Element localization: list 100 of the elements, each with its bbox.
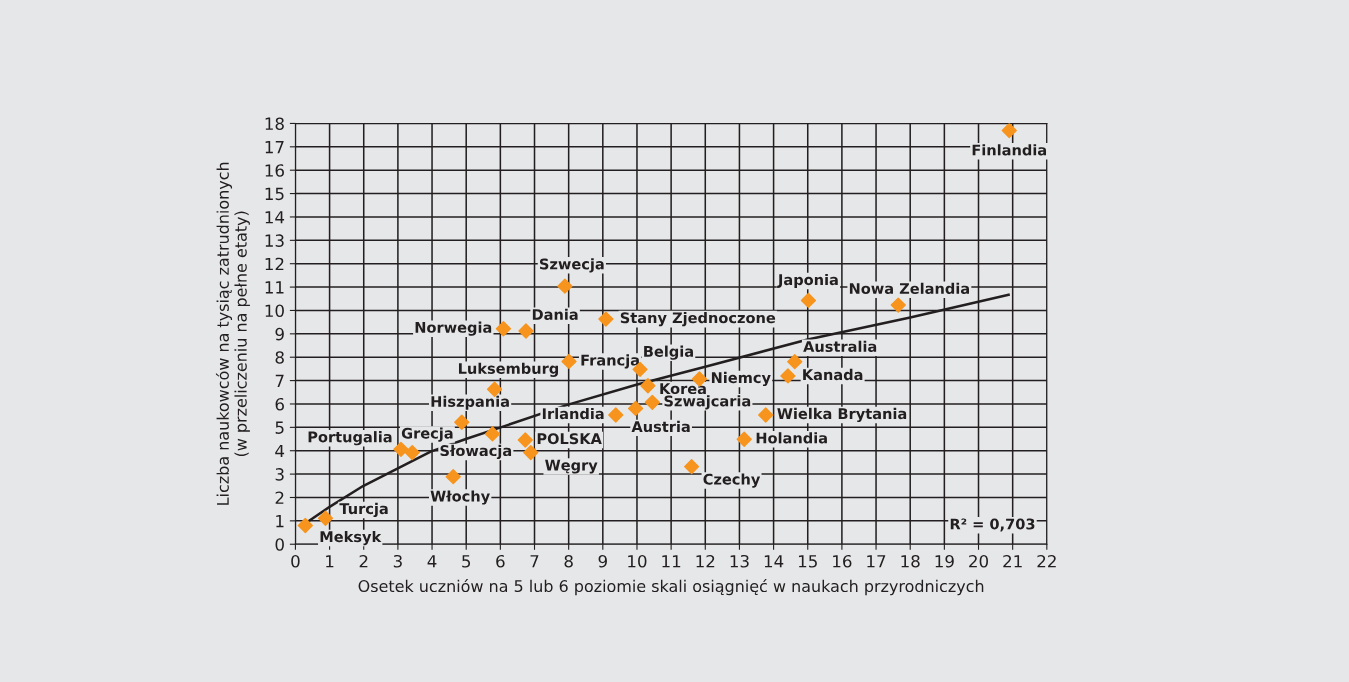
annotation: Turcja bbox=[339, 502, 388, 518]
annotation: Luksemburg bbox=[458, 362, 559, 377]
point bbox=[640, 378, 656, 394]
point bbox=[608, 407, 624, 423]
annotation: Grecja bbox=[401, 427, 453, 442]
y-tick-label: 7 bbox=[275, 374, 284, 387]
annotation: Słowacja bbox=[440, 444, 512, 460]
annotation: Francja bbox=[581, 354, 639, 369]
x-tick-label: 13 bbox=[730, 554, 749, 568]
point bbox=[484, 426, 501, 442]
annotation: Portugalia bbox=[308, 431, 392, 446]
y-tick-label: 1 bbox=[276, 515, 284, 528]
annotation: Włochy bbox=[430, 490, 490, 505]
point bbox=[736, 431, 752, 447]
y-tick-label: 17 bbox=[265, 141, 284, 154]
annotation: Kanada bbox=[803, 368, 863, 381]
annotation: R² = 0,703 bbox=[950, 518, 1035, 532]
y-tick-label: 12 bbox=[265, 257, 284, 271]
y-tick-label: 16 bbox=[265, 164, 284, 177]
y-tick-label: 9 bbox=[275, 327, 284, 341]
annotation: Szwajcaria bbox=[664, 395, 751, 410]
x-tick-label: 21 bbox=[1003, 554, 1022, 568]
annotation: Korea bbox=[660, 383, 706, 395]
y-axis-title: Liczba naukowców na tysiąc zatrudnionych (w przeliczeniu na pełne etaty) bbox=[215, 162, 250, 505]
x-tick-label: 5 bbox=[462, 555, 471, 568]
x-tick-label: 15 bbox=[798, 555, 817, 568]
annotation: Meksyk bbox=[320, 530, 382, 546]
point bbox=[787, 354, 803, 370]
x-tick-label: 1 bbox=[326, 555, 334, 568]
y-tick-label: 10 bbox=[265, 304, 284, 318]
x-tick-label: 4 bbox=[427, 555, 437, 568]
point bbox=[518, 323, 534, 339]
y-tick-label: 15 bbox=[265, 187, 284, 201]
y-tick-label: 13 bbox=[265, 234, 284, 247]
x-tick-label: 11 bbox=[662, 555, 681, 568]
point bbox=[598, 311, 614, 327]
point bbox=[890, 297, 906, 313]
point bbox=[404, 444, 420, 461]
x-tick-label: 0 bbox=[291, 554, 300, 568]
y-tick-label: 2 bbox=[275, 491, 284, 504]
point bbox=[454, 414, 470, 430]
x-tick-label: 14 bbox=[764, 555, 784, 568]
point bbox=[557, 278, 573, 294]
y-tick-label: 0 bbox=[275, 538, 284, 551]
point bbox=[644, 394, 660, 410]
point bbox=[523, 444, 539, 461]
annotation: Finlandia bbox=[972, 144, 1047, 156]
annotation: Wielka Brytania bbox=[777, 407, 907, 423]
annotation: Belgia bbox=[644, 345, 693, 360]
annotation: Niemcy bbox=[711, 371, 771, 387]
x-tick-label: 18 bbox=[901, 554, 920, 568]
annotation: Hiszpania bbox=[431, 395, 509, 410]
y-tick-label: 3 bbox=[275, 468, 284, 481]
y-tick-label: 14 bbox=[265, 211, 285, 224]
x-axis-title: Osetek uczniów na 5 lub 6 poziomie skali osiągnięć w naukach przyrodniczych bbox=[358, 579, 984, 596]
x-tick-label: 17 bbox=[867, 555, 886, 568]
annotation: Holandia bbox=[756, 432, 827, 444]
annotation: Irlandia bbox=[542, 407, 604, 420]
point bbox=[561, 353, 577, 370]
annotation: Czechy bbox=[703, 473, 761, 488]
y-tick-label: 18 bbox=[265, 117, 284, 131]
annotation: Szwecja bbox=[539, 258, 604, 273]
point bbox=[495, 321, 512, 337]
annotation: Węgry bbox=[545, 459, 598, 474]
point bbox=[393, 441, 409, 457]
annotation: Japonia bbox=[777, 273, 838, 289]
point bbox=[627, 400, 644, 417]
x-tick-label: 16 bbox=[833, 554, 852, 568]
point bbox=[517, 432, 533, 448]
x-tick-label: 10 bbox=[628, 554, 647, 568]
x-tick-label: 7 bbox=[530, 555, 539, 568]
annotation: Australia bbox=[803, 340, 877, 352]
x-tick-label: 8 bbox=[564, 554, 573, 568]
annotation: Dania bbox=[532, 308, 578, 320]
y-tick-label: 6 bbox=[275, 397, 284, 411]
point bbox=[683, 458, 700, 475]
x-tick-label: 22 bbox=[1037, 554, 1056, 568]
point bbox=[445, 469, 461, 485]
annotation: Stany Zjednoczone bbox=[620, 312, 776, 327]
annotation: Nowa Zelandia bbox=[849, 282, 970, 295]
annotation: Austria bbox=[631, 420, 690, 433]
annotation: Norwegia bbox=[415, 321, 492, 336]
x-tick-label: 2 bbox=[359, 554, 368, 568]
x-tick-label: 19 bbox=[935, 554, 954, 568]
point bbox=[297, 517, 313, 534]
point bbox=[800, 292, 817, 309]
x-tick-label: 9 bbox=[598, 554, 607, 568]
y-tick-label: 8 bbox=[275, 351, 284, 364]
point bbox=[780, 368, 796, 384]
x-tick-label: 20 bbox=[969, 554, 989, 568]
point bbox=[317, 510, 334, 526]
annotation: POLSKA bbox=[537, 433, 602, 445]
point bbox=[758, 407, 774, 423]
y-tick-label: 11 bbox=[265, 281, 284, 294]
x-tick-label: 3 bbox=[393, 554, 402, 568]
x-tick-label: 6 bbox=[496, 554, 505, 568]
y-tick-label: 4 bbox=[275, 444, 285, 458]
point bbox=[1001, 123, 1017, 139]
x-tick-label: 12 bbox=[696, 554, 715, 568]
y-tick-label: 5 bbox=[275, 421, 284, 434]
